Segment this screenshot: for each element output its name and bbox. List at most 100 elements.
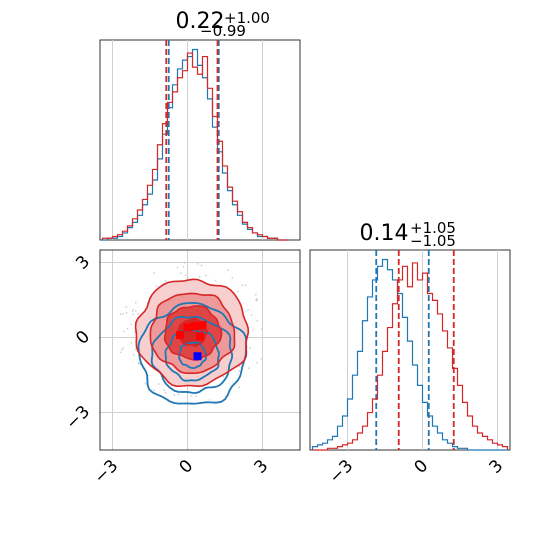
- contour-scatter-point: [132, 353, 135, 356]
- contour-scatter-point: [261, 328, 263, 330]
- hist2-xtick-label-1: 0: [410, 456, 432, 478]
- contour-scatter-point: [125, 306, 128, 308]
- hist2-series-a-step: [311, 258, 508, 451]
- contour-scatter-point: [247, 367, 250, 370]
- panel-contour: [99, 249, 301, 451]
- contour-scatter-point: [227, 269, 230, 272]
- contour-scatter-point: [200, 264, 203, 267]
- contour-scatter-point: [158, 383, 160, 385]
- panel-contour-frame: [99, 249, 301, 451]
- contour-series-b-line-2: [149, 292, 236, 374]
- hist2-xtick-label-0: −3: [325, 456, 357, 488]
- panel-hist-2-grid: [347, 250, 498, 450]
- panel-contour-marks: [119, 261, 263, 405]
- contour-scatter-point: [164, 280, 167, 282]
- contour-scatter-point: [153, 389, 155, 392]
- contour-red-marker-4: [176, 331, 184, 339]
- contour-scatter-point: [182, 265, 185, 268]
- panel-hist-2-title-sup: +1.05: [410, 219, 456, 237]
- contour-scatter-point: [208, 399, 211, 401]
- contour-scatter-point: [137, 313, 140, 316]
- contour-scatter-point: [125, 311, 128, 314]
- contour-series-a-line-2: [150, 315, 234, 394]
- contour-scatter-point: [231, 277, 234, 279]
- contour-scatter-point: [250, 314, 253, 317]
- contour-scatter-point: [134, 310, 137, 312]
- contour-scatter-point: [183, 261, 186, 264]
- hist1-series-b-step: [101, 52, 288, 241]
- panel-hist-2-frame: [309, 249, 511, 451]
- contour-scatter-point: [195, 395, 198, 398]
- contour-scatter-point: [238, 370, 241, 372]
- contour-ytick-label-1: 0: [72, 327, 94, 349]
- contour-red-marker-2: [198, 321, 207, 329]
- contour-scatter-point: [190, 395, 193, 397]
- contour-series-a-line-1: [164, 328, 220, 382]
- contour-scatter-point: [252, 329, 254, 331]
- contour-scatter-point: [130, 323, 133, 326]
- panel-hist-2-marks: [311, 250, 509, 451]
- contour-scatter-point: [249, 347, 251, 350]
- contour-scatter-point: [256, 320, 259, 322]
- contour-scatter-point: [236, 290, 239, 293]
- contour-ytick-label-0: −3: [62, 402, 94, 434]
- contour-scatter-point: [123, 330, 126, 333]
- contour-scatter-point: [137, 362, 140, 365]
- contour-scatter-point: [120, 348, 123, 351]
- contour-scatter-point: [179, 272, 182, 275]
- panel-hist-2: 0.14 +1.05 −1.05: [309, 219, 511, 451]
- contour-red-marker-1: [191, 322, 199, 331]
- contour-scatter-point: [198, 275, 201, 278]
- contour-scatter-point: [204, 274, 207, 277]
- contour-scatter-point: [126, 327, 129, 330]
- contour-scatter-point: [144, 382, 147, 385]
- panel-hist-1: 0.22 +1.00 −0.99: [99, 9, 301, 241]
- contour-scatter-point: [163, 389, 166, 392]
- contour-red-marker-0: [183, 323, 192, 332]
- contour-ytick-label-2: 3: [72, 252, 94, 274]
- panel-hist-1-title-sup: +1.00: [224, 9, 270, 27]
- contour-scatter-point: [134, 301, 137, 304]
- contour-scatter-point: [255, 298, 258, 300]
- panel-hist-1-title-value: 0.22: [176, 9, 225, 34]
- contour-red-marker-3: [196, 332, 204, 341]
- contour-scatter-point: [155, 285, 158, 288]
- tick-labels: −3 0 3 −3 0 3 −3 0 3: [62, 252, 507, 488]
- panel-hist-2-title-value: 0.14: [360, 221, 409, 246]
- contour-series-b-line-3: [134, 278, 250, 388]
- panel-hist-2-title: 0.14: [360, 221, 409, 246]
- contour-scatter-point: [196, 263, 199, 265]
- contour-scatter-point: [131, 310, 134, 313]
- contour-scatter-point: [247, 309, 250, 311]
- contour-scatter-point: [214, 279, 217, 282]
- contour-blue-marker: [193, 352, 202, 361]
- contour-series-b-line-1: [163, 305, 223, 361]
- contour-scatter-point: [132, 313, 134, 316]
- contour-scatter-point: [130, 341, 133, 344]
- contour-scatter-point: [153, 272, 155, 274]
- contour-scatter-point: [222, 375, 225, 378]
- contour-scatter-point: [256, 361, 258, 364]
- panel-hist-1-frame: [99, 39, 301, 241]
- contour-series-a-line-3: [137, 301, 248, 405]
- contour-xtick-label-1: 0: [175, 456, 197, 478]
- contour-scatter-point: [119, 351, 122, 354]
- contour-scatter-point: [122, 347, 125, 350]
- hist1-series-a-step: [102, 48, 288, 241]
- panel-hist-2-title-sub: −1.05: [410, 232, 456, 250]
- contour-scatter-point: [260, 357, 263, 360]
- contour-scatter-point: [241, 284, 244, 287]
- contour-scatter-point: [122, 313, 124, 315]
- contour-xtick-label-0: −3: [90, 456, 122, 488]
- contour-scatter-point: [186, 276, 189, 279]
- contour-xtick-label-2: 3: [250, 456, 272, 478]
- contour-scatter-point: [255, 299, 258, 302]
- panel-hist-1-grid: [112, 40, 263, 240]
- contour-scatter-point: [254, 293, 257, 296]
- contour-scatter-point: [134, 348, 137, 350]
- panel-hist-1-title: 0.22: [176, 9, 225, 34]
- hist2-series-b-step: [312, 262, 509, 451]
- panel-hist-1-marks: [101, 40, 288, 241]
- contour-scatter-point: [133, 331, 136, 333]
